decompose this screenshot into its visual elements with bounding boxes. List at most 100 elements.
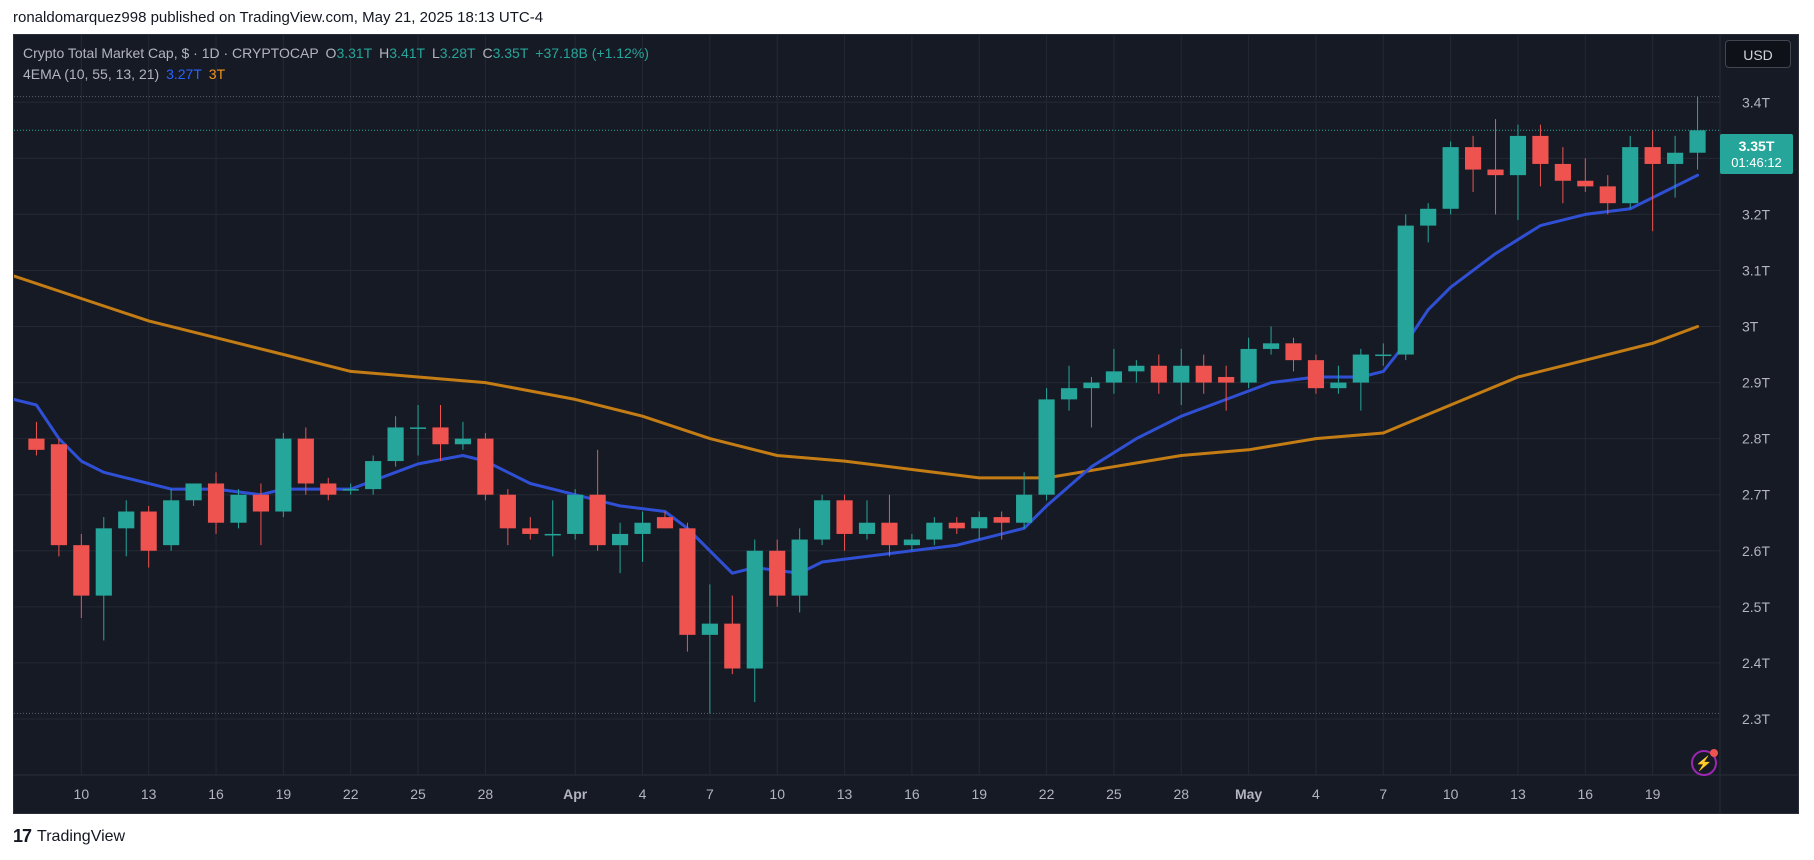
candle-body <box>1240 348 1257 383</box>
candle-body <box>544 533 561 536</box>
y-tick-label: 2.5T <box>1742 599 1770 615</box>
symbol-title[interactable]: Crypto Total Market Cap, $ · 1D · CRYPTO… <box>23 45 319 61</box>
candle-body <box>1060 388 1078 400</box>
x-tick-label: 19 <box>276 786 292 802</box>
candle-body <box>1397 225 1414 355</box>
candle-body <box>1195 365 1212 383</box>
candle-body <box>1330 382 1347 389</box>
candle-body <box>1083 382 1100 389</box>
x-tick-label: 19 <box>1645 786 1661 802</box>
candle-body <box>701 623 718 635</box>
candle-body <box>1016 494 1033 523</box>
ema-fast-value: 3.27T <box>166 66 202 82</box>
x-tick-label: 22 <box>1039 786 1055 802</box>
x-tick-label: 7 <box>706 786 714 802</box>
x-tick-label: 22 <box>343 786 359 802</box>
candle-body <box>230 494 247 523</box>
x-tick-label: 16 <box>904 786 920 802</box>
candle-body <box>1622 147 1639 204</box>
candle-body <box>95 528 112 596</box>
candle-body <box>1262 343 1280 349</box>
x-tick-label: 10 <box>1443 786 1459 802</box>
indicator-legend: 4EMA (10, 55, 13, 21) 3.27T 3T <box>23 66 228 82</box>
open-label: O <box>325 45 337 61</box>
indicator-name[interactable]: 4EMA (10, 55, 13, 21) <box>23 66 160 82</box>
chart-frame[interactable]: 2.3T 2.4T 2.5T 2.6T 2.7T 2.8T 2.9T 3T 3.1T 3.2T 3.… <box>13 34 1799 814</box>
candle-body <box>656 517 674 529</box>
candle-body <box>185 483 202 501</box>
x-tick-label: 13 <box>837 786 853 802</box>
x-tick-label: 4 <box>1312 786 1320 802</box>
brand-name: TradingView <box>37 827 126 845</box>
candle-body <box>1352 354 1369 383</box>
x-tick-label: 25 <box>410 786 426 802</box>
candle-body <box>903 539 920 546</box>
candle-body <box>746 550 763 669</box>
candle-body <box>320 483 337 495</box>
candle-body <box>297 438 314 484</box>
candle-body <box>252 494 270 512</box>
candle-body <box>926 522 943 540</box>
candle-body <box>971 517 988 529</box>
candle-body <box>1307 360 1325 389</box>
candle-body <box>1532 135 1549 164</box>
candle-body <box>836 500 853 534</box>
x-tick-label: 16 <box>208 786 224 802</box>
x-tick-label: 10 <box>74 786 90 802</box>
candle-body <box>163 500 180 546</box>
candle-body <box>1689 130 1706 153</box>
y-tick-label: 3.4T <box>1742 94 1770 110</box>
x-tick-label: Apr <box>563 786 588 802</box>
candle-body <box>50 444 67 546</box>
candle-body <box>1038 399 1055 495</box>
candle-body <box>1285 343 1302 361</box>
candle-body <box>275 438 292 512</box>
candle-body <box>814 500 831 540</box>
candle-body <box>634 522 651 534</box>
x-tick-label: 7 <box>1379 786 1387 802</box>
candle-body <box>1599 186 1616 204</box>
y-tick-label: 2.3T <box>1742 711 1770 727</box>
candle-body <box>477 438 494 495</box>
x-tick-label: 10 <box>769 786 785 802</box>
ema-slow-value: 3T <box>208 66 226 82</box>
candlestick-chart[interactable]: 2.3T 2.4T 2.5T 2.6T 2.7T 2.8T 2.9T 3T 3.1T 3.2T 3.… <box>14 35 1799 814</box>
bar-countdown: 01:46:12 <box>1731 155 1782 170</box>
x-tick-label: 13 <box>141 786 157 802</box>
low-label: L <box>431 45 440 61</box>
currency-button[interactable]: USD <box>1725 40 1791 68</box>
lightning-icon[interactable]: ⚡ <box>1691 749 1718 776</box>
candle-body <box>432 427 449 445</box>
candle-body <box>791 539 808 596</box>
high-label: H <box>379 45 390 61</box>
candle-body <box>1509 135 1527 176</box>
candle-body <box>387 427 404 462</box>
candle-body <box>1487 169 1504 176</box>
y-tick-label: 3T <box>1742 319 1759 335</box>
x-tick-label: May <box>1235 786 1262 802</box>
candle-body <box>567 494 584 534</box>
ema-slow-line <box>14 274 1700 480</box>
candle-body <box>118 511 135 529</box>
close-label: C <box>482 45 493 61</box>
y-tick-label: 3.1T <box>1742 262 1770 278</box>
candle-body <box>342 489 359 491</box>
candle-body <box>499 494 516 529</box>
candle-body <box>1105 371 1123 383</box>
y-tick-label: 2.8T <box>1742 431 1770 447</box>
footer-brand[interactable]: 17 TradingView <box>13 826 125 847</box>
last-price-tag: 3.35T 01:46:12 <box>1720 134 1793 174</box>
candle-body <box>1667 152 1684 164</box>
candle-body <box>522 528 539 534</box>
candle-body <box>454 438 472 445</box>
candle-body <box>993 517 1010 523</box>
y-tick-label: 2.9T <box>1742 375 1770 391</box>
y-tick-label: 2.4T <box>1742 655 1770 671</box>
close-value: 3.35T <box>492 45 529 61</box>
x-tick-label: 4 <box>639 786 647 802</box>
candle-body <box>589 494 606 546</box>
x-tick-label: 28 <box>478 786 494 802</box>
candle-body <box>1420 208 1437 226</box>
candle-body <box>724 623 741 669</box>
open-value: 3.31T <box>336 45 373 61</box>
